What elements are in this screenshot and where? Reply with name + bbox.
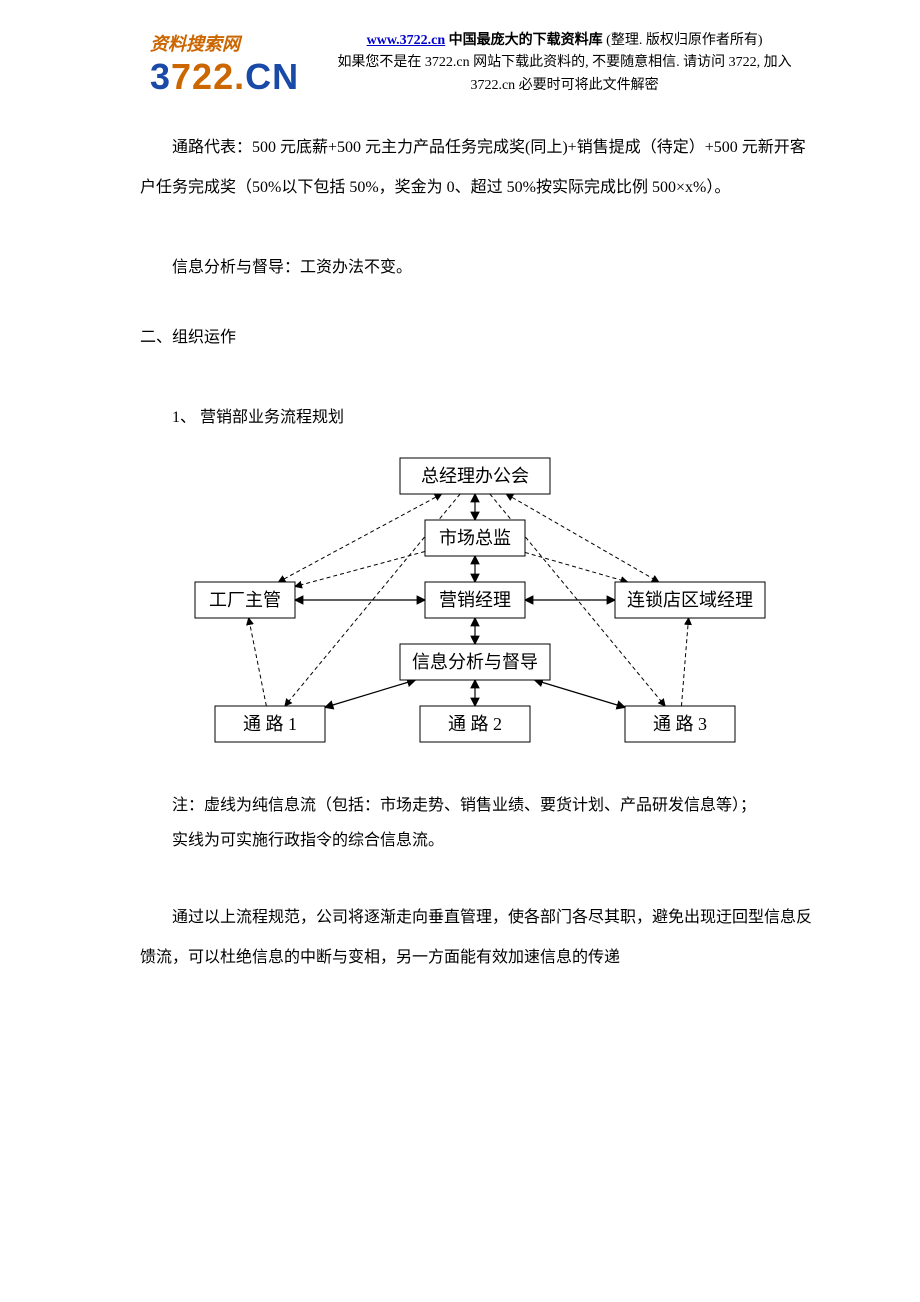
svg-text:工厂主管: 工厂主管 xyxy=(209,590,281,610)
svg-text:营销经理: 营销经理 xyxy=(439,590,511,610)
site-title: 中国最庞大的下载资料库 xyxy=(449,33,603,48)
section-2-title: 二、组织运作 xyxy=(140,318,820,358)
svg-text:总经理办公会: 总经理办公会 xyxy=(421,466,529,486)
document-body: 通路代表：500 元底薪+500 元主力产品任务完成奖(同上)+销售提成（待定）… xyxy=(140,128,820,978)
page-header: 资料搜索网 3722.CN www.3722.cn 中国最庞大的下载资料库 (整… xyxy=(150,30,820,98)
header-line-2: 如果您不是在 3722.cn 网站下载此资料的, 不要随意相信. 请访问 372… xyxy=(309,52,820,74)
svg-text:信息分析与督导: 信息分析与督导 xyxy=(412,652,538,672)
header-text-block: www.3722.cn 中国最庞大的下载资料库 (整理. 版权归原作者所有) 如… xyxy=(309,30,820,97)
org-flowchart: 总经理办公会市场总监营销经理信息分析与督导 工厂主管 连锁店区域经理通 路 1 通 路… xyxy=(185,448,775,748)
flowchart-container: 总经理办公会市场总监营销经理信息分析与督导 工厂主管 连锁店区域经理通 路 1 通 路… xyxy=(140,448,820,748)
site-logo: 资料搜索网 3722.CN xyxy=(150,30,299,98)
copyright-note: (整理. 版权归原作者所有) xyxy=(606,33,762,48)
svg-text:连锁店区域经理: 连锁店区域经理 xyxy=(627,590,753,610)
paragraph-3: 通过以上流程规范，公司将逐渐走向垂直管理，使各部门各尽其职，避免出现迂回型信息反… xyxy=(140,898,820,978)
note-line-1: 注：虚线为纯信息流（包括：市场走势、销售业绩、要货计划、产品研发信息等）； xyxy=(172,788,820,823)
svg-text:市场总监: 市场总监 xyxy=(439,528,511,548)
paragraph-2: 信息分析与督导：工资办法不变。 xyxy=(140,248,820,288)
svg-text:通 路 2: 通 路 2 xyxy=(448,714,502,734)
list-item-1: 1、 营销部业务流程规划 xyxy=(140,398,820,438)
paragraph-1: 通路代表：500 元底薪+500 元主力产品任务完成奖(同上)+销售提成（待定）… xyxy=(140,128,820,208)
note-line-2: 实线为可实施行政指令的综合信息流。 xyxy=(172,823,820,858)
flowchart-notes: 注：虚线为纯信息流（包括：市场走势、销售业绩、要货计划、产品研发信息等）； 实线… xyxy=(140,788,820,858)
document-page: 资料搜索网 3722.CN www.3722.cn 中国最庞大的下载资料库 (整… xyxy=(0,0,920,1038)
header-line-3: 3722.cn 必要时可将此文件解密 xyxy=(309,75,820,97)
svg-text:通 路 3: 通 路 3 xyxy=(653,714,707,734)
svg-text:通 路 1: 通 路 1 xyxy=(243,714,297,734)
logo-tagline: 资料搜索网 xyxy=(150,30,299,56)
logo-text: 3722.CN xyxy=(150,56,299,98)
site-url-link[interactable]: www.3722.cn xyxy=(367,33,446,48)
